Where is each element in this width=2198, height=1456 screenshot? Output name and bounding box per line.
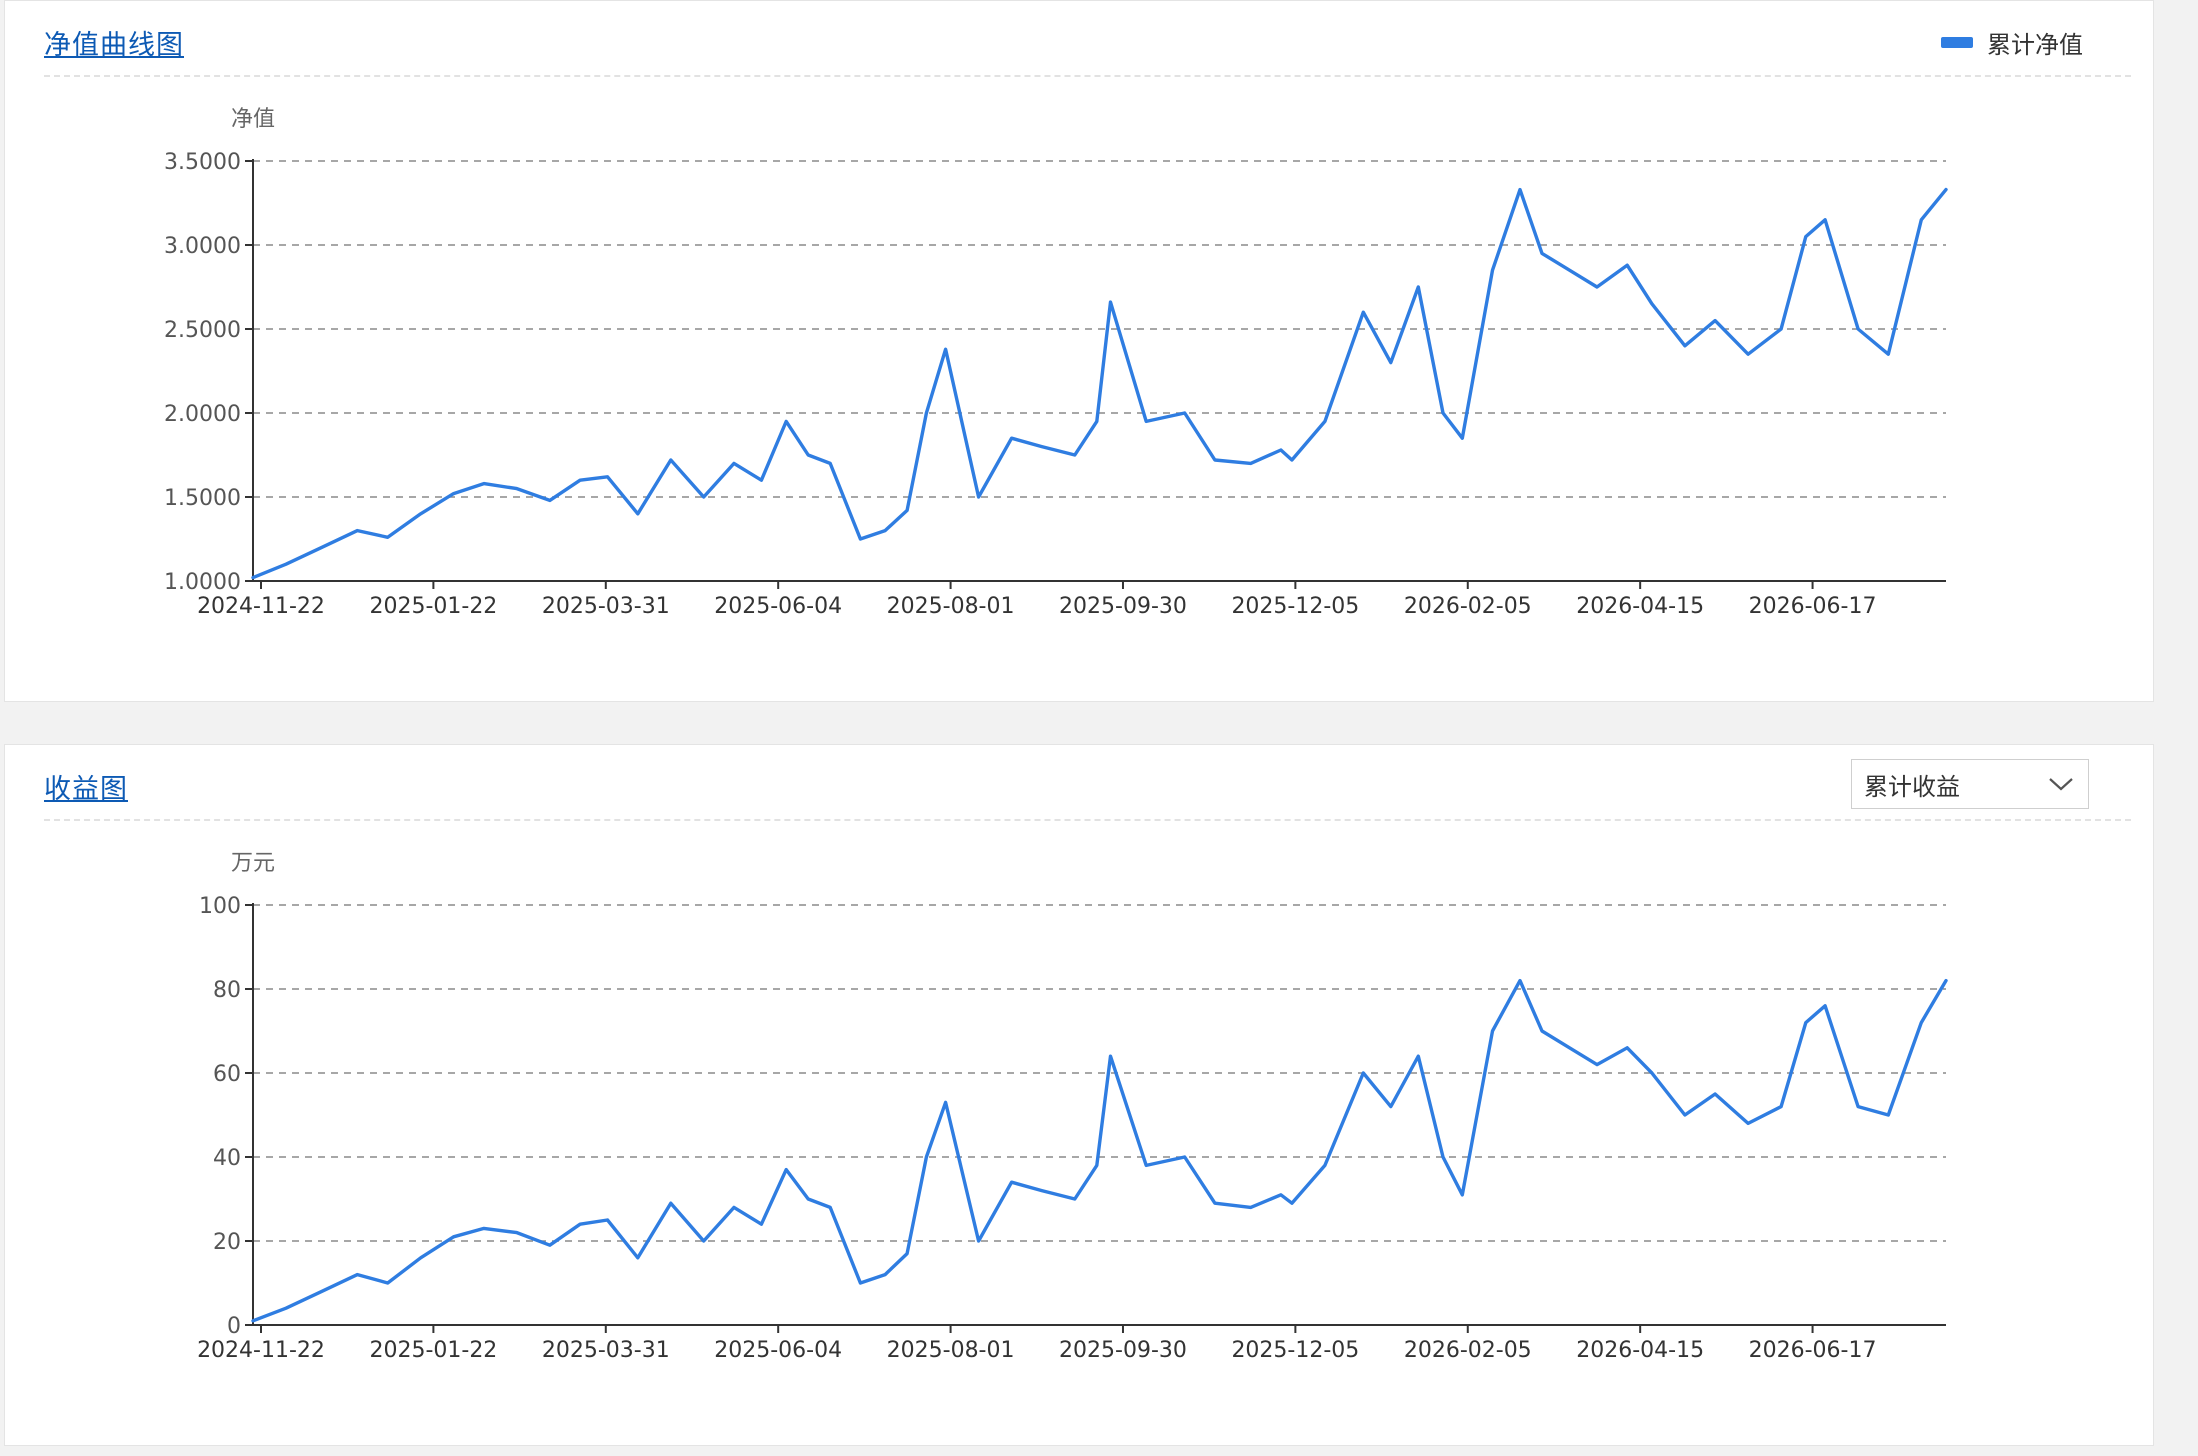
profit-y-tick-label: 100 bbox=[199, 894, 241, 919]
nav-x-tick-label: 2026-02-05 bbox=[1404, 594, 1532, 619]
title-divider bbox=[44, 819, 2131, 821]
profit-y-axis-label: 万元 bbox=[231, 851, 275, 876]
nav-series-line bbox=[251, 187, 1948, 580]
nav-y-axis-label: 净值 bbox=[231, 107, 275, 132]
nav-x-tick-label: 2024-11-22 bbox=[197, 594, 325, 619]
nav-y-tick-label: 2.0000 bbox=[164, 402, 241, 427]
profit-x-tick-label: 2026-06-17 bbox=[1749, 1338, 1877, 1363]
nav-x-tick-label: 2025-03-31 bbox=[542, 594, 670, 619]
profit-x-tick-label: 2025-06-04 bbox=[714, 1338, 842, 1363]
nav-y-tick-label: 3.0000 bbox=[164, 234, 241, 259]
profit-x-tick-label: 2025-03-31 bbox=[542, 1338, 670, 1363]
profit-x-tick-label: 2025-01-22 bbox=[369, 1338, 497, 1363]
profit-x-tick-label: 2026-04-15 bbox=[1576, 1338, 1704, 1363]
nav-x-tick-label: 2025-09-30 bbox=[1059, 594, 1187, 619]
chevron-down-icon bbox=[2049, 778, 2073, 791]
nav-y-tick-label: 3.5000 bbox=[164, 150, 241, 175]
profit-chart-title[interactable]: 收益图 bbox=[44, 774, 128, 805]
nav-x-tick-label: 2026-06-17 bbox=[1749, 594, 1877, 619]
title-divider bbox=[44, 75, 2131, 77]
nav-x-tick-label: 2025-06-04 bbox=[714, 594, 842, 619]
nav-x-tick-label: 2025-01-22 bbox=[369, 594, 497, 619]
profit-type-value: 累计收益 bbox=[1864, 772, 1960, 801]
profit-line-chart: 0 20 40 60 80 100 万元 2024-11-22 2025-01-22 2025-0… bbox=[197, 851, 1948, 1363]
profit-y-tick-label: 20 bbox=[213, 1230, 241, 1255]
profit-y-tick-label: 0 bbox=[227, 1314, 241, 1339]
profit-x-tick-label: 2024-11-22 bbox=[197, 1338, 325, 1363]
nav-x-tick-label: 2025-08-01 bbox=[887, 594, 1015, 619]
nav-x-tick-label: 2026-04-15 bbox=[1576, 594, 1704, 619]
nav-chart-title[interactable]: 净值曲线图 bbox=[44, 30, 184, 61]
profit-type-select[interactable]: 累计收益 bbox=[1851, 759, 2089, 809]
nav-y-tick-label: 2.5000 bbox=[164, 318, 241, 343]
profit-x-tick-label: 2025-08-01 bbox=[887, 1338, 1015, 1363]
profit-y-tick-label: 40 bbox=[213, 1146, 241, 1171]
nav-x-tick-label: 2025-12-05 bbox=[1231, 594, 1359, 619]
profit-y-tick-label: 80 bbox=[213, 978, 241, 1003]
nav-y-tick-label: 1.0000 bbox=[164, 570, 241, 595]
nav-legend[interactable]: 累计净值 bbox=[1941, 25, 2083, 60]
nav-y-tick-label: 1.5000 bbox=[164, 486, 241, 511]
profit-series-line bbox=[251, 978, 1948, 1323]
nav-line-chart: 1.0000 1.5000 2.0000 2.5000 3.0000 3.5000 净值 20… bbox=[164, 107, 1948, 619]
profit-y-tick-label: 60 bbox=[213, 1062, 241, 1087]
legend-swatch-icon bbox=[1941, 37, 1973, 48]
profit-x-tick-label: 2025-09-30 bbox=[1059, 1338, 1187, 1363]
profit-x-tick-label: 2025-12-05 bbox=[1231, 1338, 1359, 1363]
profit-chart-panel: 收益图 累计收益 0 20 40 60 80 100 万元 2024-11-22 2025-01… bbox=[4, 744, 2154, 1446]
nav-chart-panel: 净值曲线图 累计净值 1.0000 1.5000 2.0000 2.5000 3.000… bbox=[4, 0, 2154, 702]
legend-label: 累计净值 bbox=[1987, 31, 2083, 59]
profit-x-tick-label: 2026-02-05 bbox=[1404, 1338, 1532, 1363]
